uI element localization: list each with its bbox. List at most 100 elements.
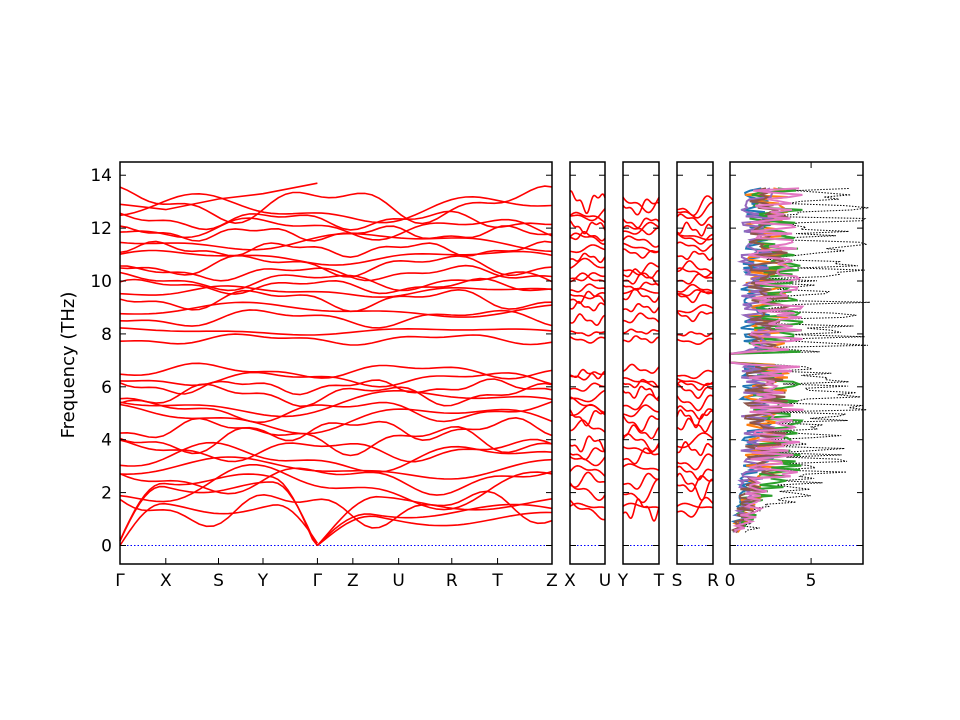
x-tick-label: S [213, 571, 224, 591]
band-line [676, 250, 714, 261]
x-tick-label: X [564, 571, 576, 591]
band-line [569, 257, 606, 269]
band-line [569, 244, 606, 254]
y-tick-label: 6 [101, 378, 112, 398]
band-line [676, 377, 714, 386]
band-line [569, 252, 606, 264]
x-tick-label: T [653, 571, 665, 591]
band-line [119, 182, 318, 211]
x-tick-label: Z [546, 571, 558, 591]
band-line [119, 192, 553, 224]
band-line [570, 283, 606, 293]
band-line [676, 432, 714, 449]
x-tick-label: X [160, 571, 172, 591]
band-line [569, 313, 606, 327]
y-tick-label: 4 [101, 431, 112, 451]
band-line [622, 502, 660, 509]
band-line [569, 447, 606, 461]
band-line [570, 208, 606, 222]
band-line [677, 304, 714, 314]
band-line [569, 409, 606, 427]
band-line [119, 285, 553, 298]
band-line [623, 312, 660, 324]
band-line [119, 371, 553, 388]
band-line [676, 465, 714, 481]
band-line [676, 394, 714, 412]
band-line [569, 499, 606, 521]
band-line [676, 310, 714, 323]
band-line [623, 328, 659, 335]
panel-frame-y-t [622, 161, 660, 565]
band-line [676, 380, 714, 391]
band-line [119, 271, 553, 292]
band-line [569, 464, 606, 477]
band-line [622, 498, 660, 522]
band-line [676, 453, 714, 471]
band-line [622, 378, 660, 389]
band-line [569, 190, 606, 215]
band-line [119, 403, 553, 435]
band-line [119, 333, 553, 346]
acoustic-branch [316, 511, 553, 547]
band-line [676, 496, 714, 518]
band-line [119, 399, 553, 424]
band-line [677, 288, 714, 297]
band-line [569, 482, 606, 501]
band-line [569, 292, 606, 300]
band-line [569, 232, 606, 245]
band-line [569, 368, 606, 380]
panel-frame-x-u [569, 161, 606, 565]
band-line [119, 464, 553, 511]
band-line [119, 309, 553, 329]
band-line [676, 267, 714, 278]
band-line [119, 254, 553, 278]
band-line [622, 281, 660, 291]
x-tick-label: Γ [313, 571, 323, 591]
band-line [119, 390, 553, 418]
band-line [677, 260, 714, 275]
band-line [622, 393, 660, 411]
band-line [569, 290, 606, 304]
band-line [569, 300, 606, 312]
band-line [569, 455, 606, 467]
band-line [570, 419, 606, 433]
band-line [119, 382, 553, 408]
band-line [119, 490, 553, 529]
band-line [119, 425, 553, 457]
acoustic-branch [119, 473, 319, 546]
band-line [676, 337, 714, 345]
band-line [622, 433, 660, 453]
dos-x-tick-label: 0 [725, 571, 736, 591]
band-line [676, 233, 714, 241]
band-line [622, 463, 660, 472]
band-line [676, 475, 714, 493]
band-line [622, 225, 660, 236]
band-line [119, 210, 553, 231]
band-line [569, 396, 606, 416]
band-line [119, 232, 553, 253]
y-tick-label: 12 [90, 219, 112, 239]
acoustic-branch [119, 481, 319, 546]
band-line [569, 211, 606, 224]
band-line [119, 288, 553, 313]
band-line [676, 502, 714, 509]
band-line [676, 201, 713, 219]
band-line [622, 363, 660, 374]
band-line [622, 287, 660, 303]
band-line [569, 389, 606, 403]
y-tick-label: 10 [90, 272, 112, 292]
y-tick-label: 0 [101, 536, 112, 556]
band-line [569, 502, 606, 509]
band-line [622, 217, 660, 229]
band-line [622, 335, 660, 344]
band-line [569, 272, 605, 282]
band-line [622, 196, 660, 214]
band-line [622, 302, 660, 314]
band-line [569, 382, 606, 392]
band-line [119, 185, 553, 225]
band-line [119, 362, 553, 380]
band-line [622, 221, 660, 235]
dos-x-tick-label: 5 [806, 571, 817, 591]
